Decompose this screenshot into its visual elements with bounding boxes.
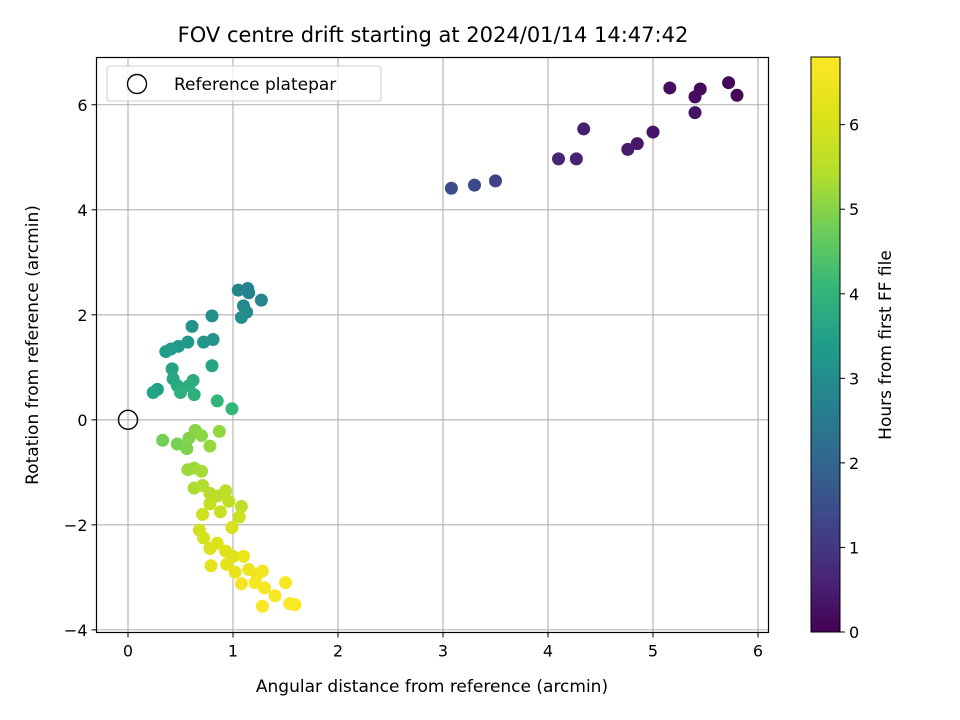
data-point [468, 178, 481, 192]
y-axis-ticks: −4 −2 0 2 4 6 [64, 96, 97, 640]
data-point [225, 520, 239, 534]
data-point [180, 442, 194, 456]
data-point [203, 497, 217, 511]
data-point [621, 142, 635, 156]
data-point [722, 76, 736, 90]
y-tick-label: −2 [64, 516, 88, 535]
colorbar-gradient [810, 56, 841, 633]
x-tick-label: 4 [543, 642, 553, 661]
x-tick-label: 6 [753, 642, 763, 661]
data-point [288, 598, 302, 612]
data-point [552, 152, 565, 166]
data-point [146, 386, 160, 400]
colorbar-tick-label: 6 [849, 116, 859, 135]
data-point [248, 576, 262, 590]
colorbar-tick-label: 1 [849, 538, 859, 557]
data-point [212, 424, 226, 438]
colorbar-tick-label: 5 [849, 200, 859, 219]
colorbar-ticks: 0 1 2 3 4 5 6 [840, 116, 859, 642]
data-point [159, 345, 173, 359]
data-point [242, 286, 256, 300]
data-point [255, 564, 269, 578]
data-point [156, 433, 170, 447]
data-point [663, 81, 677, 95]
data-point [210, 536, 224, 550]
colorbar-tick-label: 0 [849, 623, 859, 642]
x-axis-ticks: 0 1 2 3 4 5 6 [123, 632, 763, 661]
data-point [234, 499, 248, 513]
data-point [228, 565, 242, 579]
data-point [197, 531, 211, 545]
colorbar: 0 1 2 3 4 5 6 Hours from first FF file [810, 56, 896, 642]
data-point [489, 174, 502, 188]
y-tick-label: −4 [64, 621, 88, 640]
data-point [197, 335, 211, 349]
colorbar-tick-label: 3 [849, 369, 859, 388]
data-point [268, 589, 282, 603]
data-point [688, 106, 702, 120]
scatter-points [146, 76, 744, 613]
data-point [232, 510, 246, 524]
data-point [205, 359, 219, 373]
legend-label-reference: Reference platepar [174, 75, 336, 95]
y-tick-label: 0 [77, 411, 87, 430]
data-point [231, 283, 245, 297]
data-point [255, 599, 269, 613]
data-point [234, 577, 248, 591]
data-point [220, 557, 234, 571]
data-point [185, 319, 199, 333]
x-tick-label: 2 [333, 642, 343, 661]
plot-frame [95, 56, 770, 634]
data-point [195, 429, 208, 443]
y-axis-label: Rotation from reference (arcmin) [23, 205, 43, 485]
data-point [646, 125, 660, 139]
data-point [254, 293, 268, 307]
y-tick-label: 4 [77, 201, 87, 220]
data-point [222, 494, 236, 508]
legend-box [106, 65, 382, 102]
data-point [237, 549, 250, 563]
x-tick-label: 0 [123, 642, 133, 661]
data-point [203, 439, 217, 453]
data-point [688, 90, 702, 104]
data-point [195, 464, 208, 478]
reference-platepar-marker [117, 409, 139, 431]
data-point [174, 386, 187, 400]
colorbar-tick-label: 2 [849, 454, 859, 473]
data-point [577, 122, 591, 136]
reference-marker-group [117, 409, 139, 431]
legend-marker-reference [126, 73, 148, 95]
data-point [730, 88, 744, 102]
x-tick-label: 3 [438, 642, 448, 661]
data-point [205, 309, 219, 323]
data-point [279, 576, 292, 590]
data-point [210, 394, 224, 408]
data-point [258, 581, 271, 595]
data-point [630, 137, 644, 151]
data-point [196, 507, 210, 521]
x-tick-label: 1 [228, 642, 238, 661]
colorbar-tick-label: 4 [849, 285, 859, 304]
data-point [219, 484, 233, 498]
legend: Reference platepar [106, 65, 382, 102]
grid-lines [96, 57, 769, 633]
data-point [213, 505, 227, 519]
chart-title: FOV centre drift starting at 2024/01/14 … [178, 23, 689, 47]
data-point [234, 310, 248, 324]
y-tick-label: 6 [77, 96, 87, 115]
data-point [225, 402, 239, 416]
colorbar-label: Hours from first FF file [876, 250, 896, 440]
y-tick-label: 2 [77, 306, 87, 325]
data-point [569, 152, 583, 166]
x-tick-label: 5 [648, 642, 658, 661]
data-point [444, 181, 458, 195]
x-axis-label: Angular distance from reference (arcmin) [256, 677, 608, 697]
data-point [204, 559, 218, 573]
data-point [187, 388, 201, 402]
data-point [165, 362, 179, 376]
